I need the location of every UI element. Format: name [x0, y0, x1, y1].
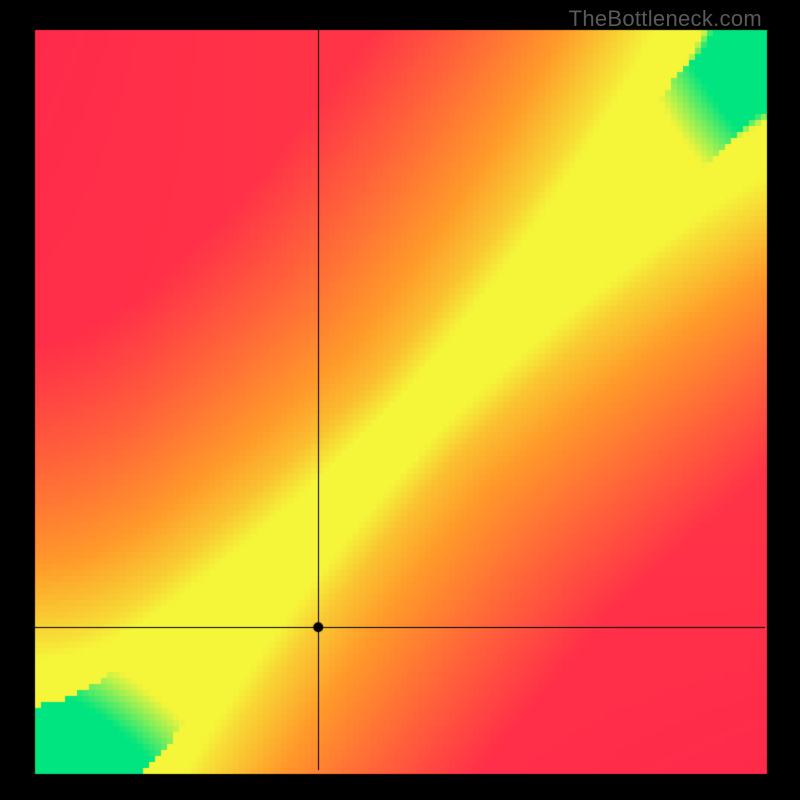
watermark-text: TheBottleneck.com: [569, 6, 762, 32]
bottleneck-heatmap: [0, 0, 800, 800]
chart-container: TheBottleneck.com: [0, 0, 800, 800]
